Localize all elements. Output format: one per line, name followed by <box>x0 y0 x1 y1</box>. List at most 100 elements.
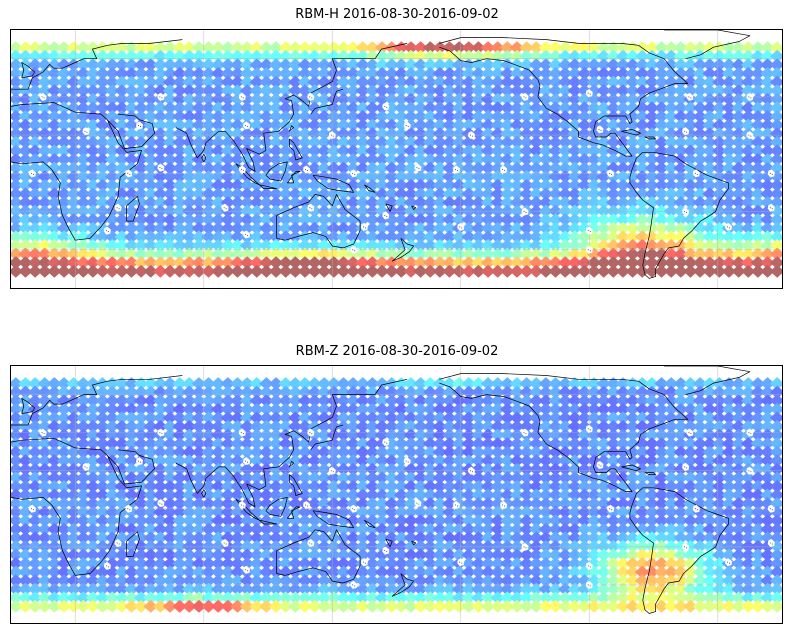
heatmap-cell <box>37 582 52 596</box>
heatmap-cell <box>307 67 322 80</box>
heatmap-cell <box>288 75 303 89</box>
heatmap-cell <box>124 539 139 553</box>
heatmap-cell <box>133 178 149 192</box>
heatmap-cell <box>644 110 660 123</box>
heatmap-cell <box>220 264 236 278</box>
heatmap-cell <box>182 557 197 570</box>
heatmap-cell <box>403 204 419 218</box>
heatmap-cell <box>249 118 264 132</box>
heatmap-cell <box>480 204 496 218</box>
heatmap-cell <box>557 256 573 270</box>
heatmap-cell <box>27 84 43 98</box>
heatmap-cell <box>76 264 91 278</box>
station-marker-icon <box>521 428 529 437</box>
heatmap-cell <box>557 548 573 562</box>
heatmap-cell <box>56 454 72 468</box>
heatmap-cell <box>721 161 737 175</box>
heatmap-cell <box>18 49 33 63</box>
heatmap-cell <box>529 488 544 502</box>
heatmap-cell <box>104 92 120 106</box>
heatmap-cell <box>374 92 390 106</box>
heatmap-cell <box>249 437 264 451</box>
heatmap-cell <box>750 488 766 502</box>
heatmap-cell <box>182 471 197 485</box>
heatmap-cell <box>577 75 592 89</box>
heatmap-cell <box>345 548 361 562</box>
heatmap-cell <box>567 204 583 218</box>
heatmap-cell <box>741 420 756 433</box>
heatmap-cell <box>403 437 419 451</box>
heatmap-cell <box>365 471 380 485</box>
heatmap-cell <box>529 118 544 132</box>
heatmap-cell <box>461 445 477 459</box>
heatmap-cell <box>692 247 708 261</box>
heatmap-cell <box>731 127 746 141</box>
heatmap-cell <box>712 522 727 536</box>
heatmap-cell <box>413 445 428 459</box>
heatmap-cell <box>66 49 81 63</box>
heatmap-cell <box>721 110 737 123</box>
gridlines <box>11 30 782 288</box>
heatmap-cell <box>201 84 216 98</box>
heatmap-cell <box>374 256 390 270</box>
heatmap-cell <box>471 221 486 235</box>
heatmap-cell <box>538 548 554 562</box>
heatmap-cell <box>625 531 640 545</box>
heatmap-cell <box>37 522 52 536</box>
heatmap-cell <box>365 377 380 391</box>
coastline-pacific-isles-1 <box>364 184 376 193</box>
heatmap-cell <box>201 256 216 270</box>
heatmap-cell <box>635 591 650 605</box>
heatmap-cell <box>374 522 390 536</box>
heatmap-cell <box>172 264 187 278</box>
heatmap-cell <box>316 196 332 209</box>
heatmap-cell <box>413 58 428 72</box>
heatmap-cell <box>268 514 284 528</box>
heatmap-cell <box>11 411 24 425</box>
heatmap-cell <box>741 488 756 502</box>
heatmap-cell <box>162 239 178 252</box>
heatmap-cell <box>586 153 602 166</box>
heatmap-cell <box>538 488 554 502</box>
heatmap-cell <box>374 75 390 89</box>
heatmap-cell <box>673 514 689 528</box>
heatmap-cell <box>76 531 91 545</box>
heatmap-cell <box>663 213 679 227</box>
heatmap-cell <box>432 161 448 175</box>
heatmap-cell <box>606 256 621 270</box>
heatmap-cell <box>114 67 130 80</box>
heatmap-cell <box>480 471 496 485</box>
heatmap-cell <box>47 221 62 235</box>
heatmap-cell <box>114 522 130 536</box>
heatmap-cell <box>394 118 409 132</box>
heatmap-cell <box>760 135 775 149</box>
heatmap-cell <box>741 118 756 132</box>
heatmap-cell <box>519 178 534 192</box>
heatmap-cell <box>210 178 226 192</box>
heatmap-cell <box>268 153 284 166</box>
heatmap-cell <box>259 196 274 209</box>
heatmap-cell <box>567 497 583 510</box>
heatmap-cell <box>172 204 187 218</box>
heatmap-cell <box>249 230 264 244</box>
heatmap-cell <box>66 41 81 55</box>
heatmap-cell <box>11 187 24 201</box>
heatmap-cell <box>538 221 554 235</box>
heatmap-cell <box>500 256 515 270</box>
heatmap-cell <box>461 144 477 158</box>
heatmap-cell <box>731 101 746 115</box>
heatmap-cell <box>210 196 226 209</box>
heatmap-cell <box>721 153 737 166</box>
heatmap-cell <box>432 411 448 425</box>
heatmap-cell <box>692 230 708 244</box>
heatmap-cell <box>413 213 428 227</box>
heatmap-cell <box>365 187 380 201</box>
heatmap-cell <box>442 471 457 485</box>
heatmap-cell <box>741 49 756 63</box>
heatmap-cell <box>519 599 534 613</box>
heatmap-cell <box>11 574 24 588</box>
heatmap-cell <box>249 213 264 227</box>
heatmap-cell <box>413 41 428 55</box>
heatmap-cell <box>162 591 178 605</box>
heatmap-cell <box>741 135 756 149</box>
